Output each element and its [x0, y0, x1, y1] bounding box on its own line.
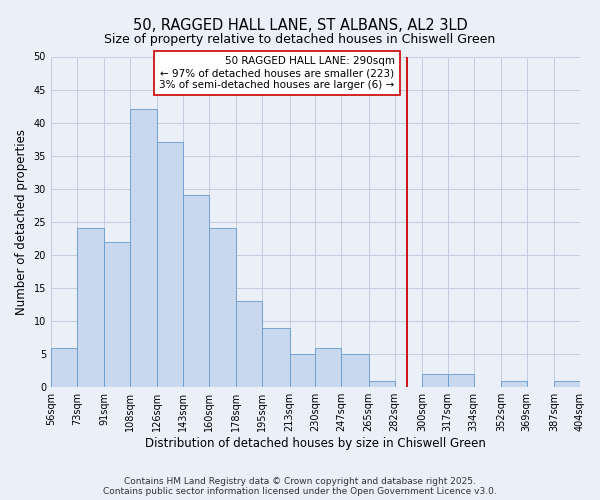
- Text: 50 RAGGED HALL LANE: 290sqm
← 97% of detached houses are smaller (223)
3% of sem: 50 RAGGED HALL LANE: 290sqm ← 97% of det…: [159, 56, 395, 90]
- Text: 50, RAGGED HALL LANE, ST ALBANS, AL2 3LD: 50, RAGGED HALL LANE, ST ALBANS, AL2 3LD: [133, 18, 467, 32]
- Bar: [368, 380, 395, 387]
- Text: Size of property relative to detached houses in Chiswell Green: Size of property relative to detached ho…: [104, 32, 496, 46]
- Bar: [262, 328, 290, 387]
- Bar: [448, 374, 473, 387]
- Bar: [554, 380, 580, 387]
- Bar: [157, 142, 183, 387]
- Text: Contains HM Land Registry data © Crown copyright and database right 2025.
Contai: Contains HM Land Registry data © Crown c…: [103, 476, 497, 496]
- Bar: [316, 348, 341, 387]
- Y-axis label: Number of detached properties: Number of detached properties: [15, 129, 28, 315]
- Bar: [501, 380, 527, 387]
- Bar: [183, 196, 209, 387]
- Bar: [104, 242, 130, 387]
- Bar: [51, 348, 77, 387]
- Bar: [130, 110, 157, 387]
- Bar: [236, 301, 262, 387]
- Bar: [209, 228, 236, 387]
- X-axis label: Distribution of detached houses by size in Chiswell Green: Distribution of detached houses by size …: [145, 437, 486, 450]
- Bar: [341, 354, 368, 387]
- Bar: [290, 354, 316, 387]
- Bar: [422, 374, 448, 387]
- Bar: [77, 228, 104, 387]
